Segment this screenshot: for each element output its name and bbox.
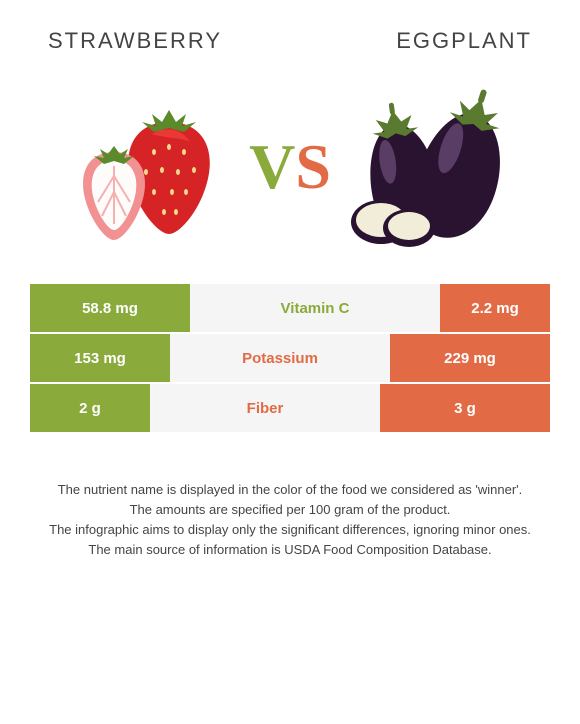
right-value: 229 mg [390, 334, 550, 382]
footer-line: The amounts are specified per 100 gram o… [30, 500, 550, 520]
left-value: 58.8 mg [30, 284, 190, 332]
nutrient-label: Vitamin C [190, 284, 440, 332]
images-row: VS [0, 62, 580, 282]
footer-line: The infographic aims to display only the… [30, 520, 550, 540]
nutrient-label: Potassium [170, 334, 390, 382]
right-value: 2.2 mg [440, 284, 550, 332]
strawberry-image [69, 82, 239, 252]
vs-v: V [249, 130, 295, 204]
right-title: EGGPLANT [396, 28, 532, 54]
vs-s: S [295, 130, 331, 204]
nutrient-table: 58.8 mgVitamin C2.2 mg153 mgPotassium229… [30, 282, 550, 432]
eggplant-icon [341, 82, 511, 252]
footer-line: The nutrient name is displayed in the co… [30, 480, 550, 500]
nutrient-label: Fiber [150, 384, 380, 432]
strawberry-icon [69, 82, 239, 252]
footer-notes: The nutrient name is displayed in the co… [30, 480, 550, 561]
eggplant-image [341, 82, 511, 252]
header-row: STRAWBERRY EGGPLANT [0, 0, 580, 62]
nutrient-row: 2 gFiber3 g [30, 382, 550, 432]
left-title: STRAWBERRY [48, 28, 222, 54]
nutrient-row: 58.8 mgVitamin C2.2 mg [30, 282, 550, 332]
footer-line: The main source of information is USDA F… [30, 540, 550, 560]
right-value: 3 g [380, 384, 550, 432]
left-value: 2 g [30, 384, 150, 432]
vs-label: VS [249, 130, 331, 204]
nutrient-row: 153 mgPotassium229 mg [30, 332, 550, 382]
left-value: 153 mg [30, 334, 170, 382]
